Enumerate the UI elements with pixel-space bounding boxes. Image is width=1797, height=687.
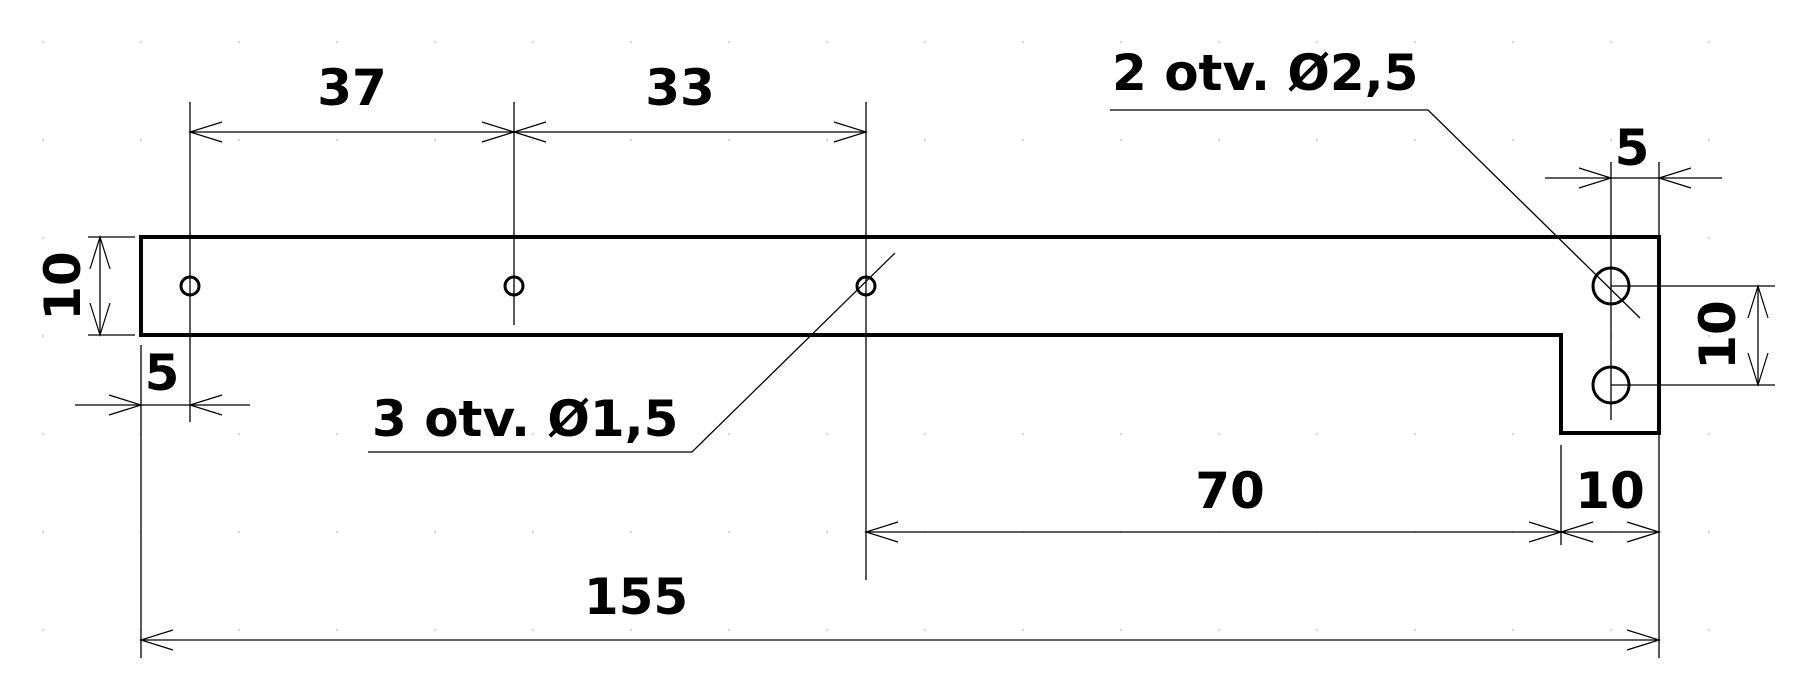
grid-dot: [924, 41, 926, 43]
grid-dot: [1414, 139, 1416, 141]
grid-dot: [42, 237, 44, 239]
grid-dot: [1708, 335, 1710, 337]
grid-dot: [336, 139, 338, 141]
grid-dot: [336, 41, 338, 43]
grid-dot: [434, 629, 436, 631]
grid-dot: [1708, 531, 1710, 533]
grid-dot: [1022, 433, 1024, 435]
extension-lines: [88, 102, 1775, 658]
grid-dot: [42, 335, 44, 337]
grid-dot: [1022, 139, 1024, 141]
dim-70-label: 70: [1195, 462, 1265, 520]
leader-lines: [368, 109, 1641, 453]
grid-dot: [1512, 629, 1514, 631]
grid-dot: [826, 531, 828, 533]
grid-dot: [434, 531, 436, 533]
grid-dot: [434, 139, 436, 141]
grid-dot: [630, 41, 632, 43]
dim-37-label: 37: [317, 59, 387, 117]
grid-dot: [1708, 41, 1710, 43]
grid-dot: [434, 433, 436, 435]
grid-dot: [238, 531, 240, 533]
grid-dot: [140, 139, 142, 141]
grid-dot: [42, 531, 44, 533]
grid-dot: [1218, 629, 1220, 631]
grid-dot: [1414, 433, 1416, 435]
grid-dot: [924, 139, 926, 141]
grid-dot: [532, 433, 534, 435]
grid-dot: [1708, 629, 1710, 631]
grid-dot: [532, 41, 534, 43]
grid-dot: [630, 629, 632, 631]
dimension-arrows: [89, 121, 1769, 651]
dimension-lines: [75, 131, 1759, 641]
grid-dot: [1512, 41, 1514, 43]
grid-dot: [1316, 41, 1318, 43]
grid-dot: [336, 629, 338, 631]
grid-dot: [1218, 433, 1220, 435]
dim-top-right-5-label: 5: [1615, 119, 1650, 177]
dim-tab-10-label: 10: [1575, 462, 1645, 520]
grid-dot: [336, 433, 338, 435]
grid-dot: [42, 139, 44, 141]
dim-left-10-label: 10: [34, 251, 92, 321]
grid-dot: [1414, 629, 1416, 631]
small-holes-callout: 3 otv. Ø1,5: [372, 390, 678, 448]
grid-dot: [826, 629, 828, 631]
grid-dot: [238, 433, 240, 435]
grid-dot: [1610, 139, 1612, 141]
grid-dot: [1708, 237, 1710, 239]
part-outline: [139, 235, 1661, 435]
grid-dot: [630, 531, 632, 533]
grid-dot: [924, 629, 926, 631]
grid-dot: [630, 433, 632, 435]
grid-dot: [238, 139, 240, 141]
grid-dot: [1610, 629, 1612, 631]
grid-dot: [532, 531, 534, 533]
grid-dot: [140, 41, 142, 43]
grid-dot: [1512, 139, 1514, 141]
dim-155-label: 155: [584, 568, 688, 626]
grid-dot: [728, 629, 730, 631]
grid-dot: [1120, 433, 1122, 435]
dim-left-5-label: 5: [145, 344, 180, 402]
grid-dot: [1120, 41, 1122, 43]
grid-dot: [532, 139, 534, 141]
grid-dot: [728, 531, 730, 533]
grid-dot: [532, 629, 534, 631]
grid-dot: [826, 41, 828, 43]
grid-dot: [728, 41, 730, 43]
grid-dot: [630, 139, 632, 141]
grid-dot: [826, 139, 828, 141]
grid-dot: [42, 629, 44, 631]
grid-dot: [1218, 41, 1220, 43]
grid-dot: [826, 433, 828, 435]
grid-dot: [728, 139, 730, 141]
grid-dot: [1316, 433, 1318, 435]
grid-dot: [1512, 433, 1514, 435]
grid-dot: [434, 41, 436, 43]
large-holes-callout: 2 otv. Ø2,5: [1112, 44, 1418, 102]
grid-dot: [238, 629, 240, 631]
grid-dot: [1218, 139, 1220, 141]
grid-dot: [1316, 629, 1318, 631]
grid-dot: [1708, 139, 1710, 141]
grid-dot: [1414, 41, 1416, 43]
grid-dot: [336, 531, 338, 533]
grid-dot: [1022, 41, 1024, 43]
grid-dot: [728, 433, 730, 435]
grid-dot: [42, 433, 44, 435]
grid-dot: [42, 41, 44, 43]
dim-right-10-label: 10: [1689, 300, 1747, 370]
grid-dot: [1120, 139, 1122, 141]
grid-dot: [1316, 139, 1318, 141]
grid-dot: [1022, 629, 1024, 631]
grid-dot: [238, 41, 240, 43]
grid-dot: [1610, 41, 1612, 43]
grid-dot: [924, 433, 926, 435]
grid-dot: [1708, 433, 1710, 435]
dim-33-label: 33: [645, 59, 715, 117]
grid-dot: [1120, 629, 1122, 631]
